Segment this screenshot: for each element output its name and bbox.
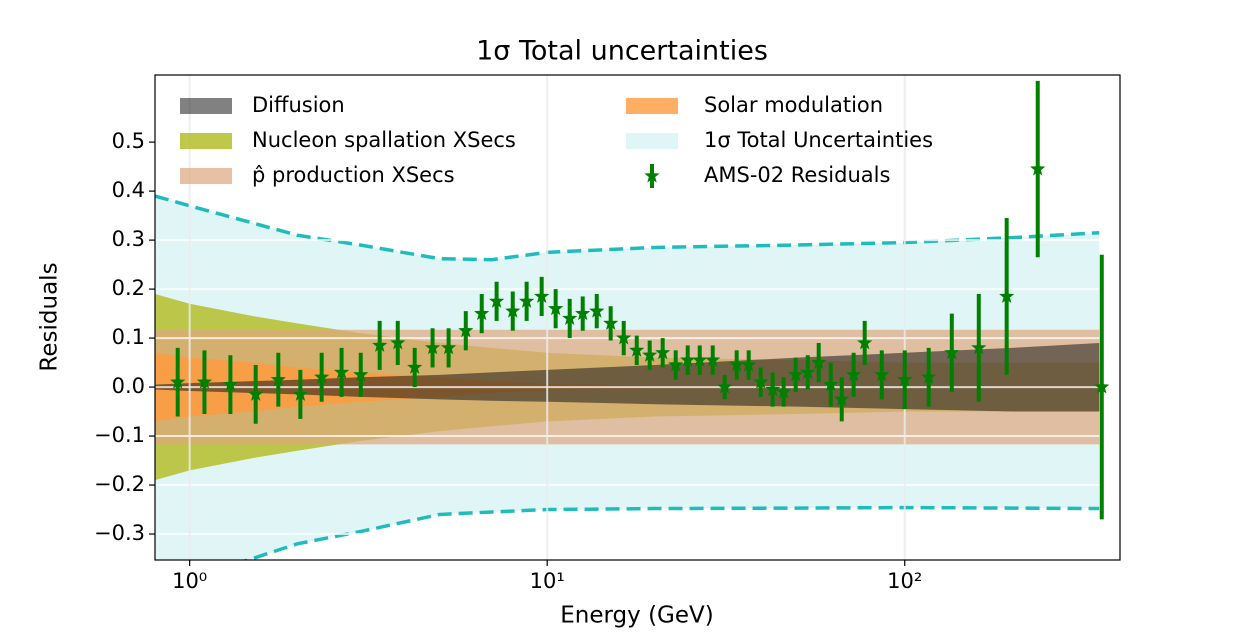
y-tick-label: −0.2 [94,472,145,496]
point [1030,161,1046,176]
x-tick-label: 10⁰ [172,569,207,593]
point [474,305,490,321]
point [692,352,708,367]
legend-swatch [180,168,232,184]
y-axis-label: Residuals [37,262,63,371]
point [717,379,733,394]
x-axis-label: Energy (GeV) [560,603,714,629]
point [680,352,696,367]
y-tick-label: 0.4 [112,178,145,202]
axes: −0.3 −0.2 −0.1 0.0 0.1 0.2 0.3 0.4 0.5 10⁰ 10¹ 10² D… [94,74,1121,593]
point [248,386,264,401]
point [705,352,721,367]
point [407,359,423,374]
point [292,386,308,401]
point [603,315,619,330]
point [390,335,406,350]
point [575,305,591,321]
point [334,364,350,379]
legend-swatch [180,98,232,114]
point [270,371,286,387]
point [458,322,474,338]
legend-label: AMS-02 Residuals [704,163,890,187]
point [589,303,605,318]
point [944,344,960,360]
point [314,369,330,384]
legend-label: Nucleon spallation XSecs [252,128,516,152]
legend-label: p̂ production XSecs [252,163,455,187]
point [729,357,745,372]
point [823,376,839,392]
point [548,300,564,316]
point [642,347,658,362]
point [668,357,684,372]
point [441,339,457,355]
point [788,366,804,382]
point [196,374,213,389]
point [834,391,850,406]
point [811,354,827,369]
point [765,381,781,396]
legend-swatch [180,133,232,149]
point [776,384,792,399]
legend-label: Solar modulation [704,93,883,117]
y-tick-label: 0.0 [112,374,145,398]
point [489,293,505,308]
point [425,339,441,355]
point [534,288,550,303]
plot-frame [154,74,1121,561]
legend-label: 1σ Total Uncertainties [704,128,933,152]
point [857,335,873,350]
y-tick-label: 0.2 [112,276,145,300]
chart-title: 1σ Total uncertainties [476,36,768,67]
point [629,342,645,357]
point [897,371,913,387]
y-tick-label: −0.3 [94,521,145,545]
point [170,374,186,389]
point [874,366,890,382]
point [562,310,578,325]
point [616,330,632,345]
legend-swatch [644,168,660,183]
point [921,369,937,384]
point [753,374,769,389]
x-tick-label: 10² [887,569,922,593]
point [505,303,521,318]
point [999,288,1015,303]
point [1094,379,1110,394]
y-tick-label: −0.1 [94,423,145,447]
legend-swatch [626,98,678,114]
point [741,357,757,372]
point [519,293,535,308]
y-tick-label: 0.3 [112,227,145,251]
point [222,376,238,392]
point [800,364,816,379]
legend-label: Diffusion [252,93,345,117]
y-tick-label: 0.5 [112,129,145,153]
points [170,80,1110,520]
point [372,337,388,352]
legend-swatch [626,133,678,149]
grid [155,75,1120,560]
x-tick-label: 10¹ [530,569,565,593]
point [353,366,369,382]
point [846,366,862,382]
point [655,344,671,360]
y-tick-label: 0.1 [112,325,145,349]
point [971,339,987,355]
